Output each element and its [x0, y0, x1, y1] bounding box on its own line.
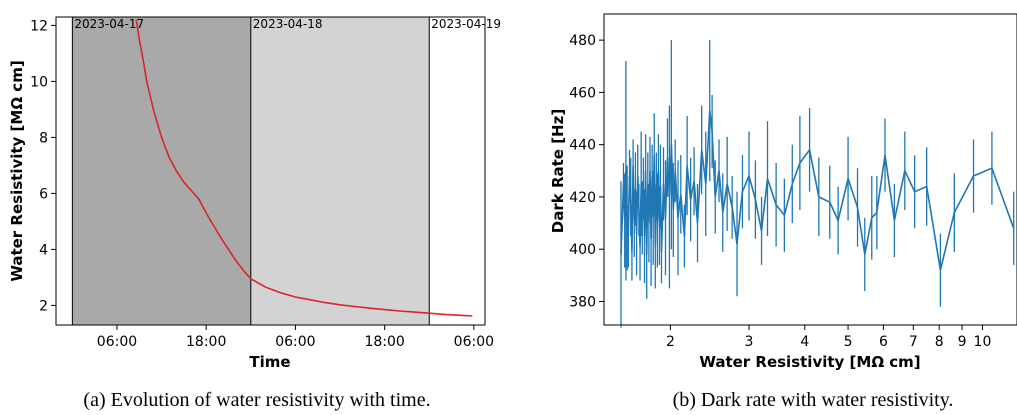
chart-b-caption: (b) Dark rate with water resistivity. — [673, 389, 954, 411]
x-tick-label: 06:00 — [454, 334, 494, 350]
chart-a-caption: (a) Evolution of water resistivity with … — [83, 389, 430, 411]
chart-a-band-labels: 2023-04-17 2023-04-18 2023-04-19 — [74, 17, 501, 31]
chart-a-day-bands — [71, 17, 485, 325]
chart-a-y-axis-label: Water Resistivity [MΩ cm] — [8, 60, 26, 281]
x-tick-label: 4 — [800, 334, 809, 350]
x-tick-label: 2 — [666, 334, 675, 350]
chart-b-y-axis-label: Dark Rate [Hz] — [549, 109, 567, 233]
y-tick-label: 400 — [569, 242, 596, 258]
x-tick-label: 7 — [909, 334, 918, 350]
chart-b-frame — [603, 13, 1017, 326]
day-band-label: 2023-04-17 — [74, 17, 144, 31]
x-tick-label: 9 — [958, 334, 967, 350]
chart-a-x-axis-label: Time — [249, 353, 290, 371]
x-tick-label: 6 — [879, 334, 888, 350]
chart-a: 2023-04-17 2023-04-18 2023-04-19 06:00 18:0… — [8, 16, 501, 411]
chart-a-y-axis: 2 4 6 8 10 12 — [30, 18, 56, 314]
y-tick-label: 6 — [39, 186, 48, 202]
y-tick-label: 380 — [569, 294, 596, 310]
chart-a-resistivity-line — [135, 19, 473, 317]
x-tick-label: 06:00 — [97, 334, 137, 350]
day-band-label: 2023-04-19 — [431, 17, 501, 31]
y-tick-label: 8 — [39, 130, 48, 146]
x-tick-label: 18:00 — [364, 334, 404, 350]
x-tick-label: 18:00 — [186, 334, 226, 350]
y-tick-label: 10 — [30, 74, 48, 90]
x-tick-label: 8 — [935, 334, 944, 350]
chart-a-frame — [55, 16, 486, 326]
y-tick-label: 12 — [30, 18, 48, 34]
x-tick-label: 10 — [974, 334, 992, 350]
x-tick-label: 06:00 — [275, 334, 315, 350]
chart-a-x-axis: 06:00 18:00 06:00 18:00 06:00 — [97, 325, 494, 350]
chart-b-error-bars — [620, 40, 1015, 328]
chart-b-x-axis-label: Water Resistivity [MΩ cm] — [699, 353, 920, 371]
day-band — [429, 17, 485, 325]
chart-b-y-axis: 380 400 420 440 460 480 — [569, 33, 604, 310]
chart-b-x-axis: 2 3 4 5 6 7 8 9 10 — [666, 325, 991, 350]
chart-b-dark-rate-line — [620, 110, 1015, 271]
day-band — [250, 17, 430, 325]
day-band-label: 2023-04-18 — [253, 17, 323, 31]
y-tick-label: 2 — [39, 298, 48, 314]
y-tick-label: 460 — [569, 85, 596, 101]
x-tick-label: 3 — [745, 334, 754, 350]
y-tick-label: 480 — [569, 33, 596, 49]
y-tick-label: 4 — [39, 242, 48, 258]
x-tick-label: 5 — [844, 334, 853, 350]
day-band — [72, 17, 251, 325]
y-tick-label: 420 — [569, 190, 596, 206]
chart-b: 2 3 4 5 6 7 8 9 10 380 400 420 440 460 480 Water Resi… — [549, 13, 1017, 411]
y-tick-label: 440 — [569, 138, 596, 154]
